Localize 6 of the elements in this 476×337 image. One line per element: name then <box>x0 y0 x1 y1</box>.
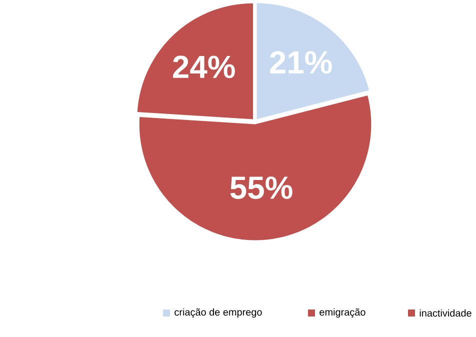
data-label: 24% <box>173 56 235 78</box>
legend-label: inactividade <box>420 309 472 317</box>
data-label: 21% <box>270 51 332 74</box>
data-label: 55% <box>230 176 292 199</box>
legend-label: emigração <box>320 308 366 318</box>
legend-label: criação de emprego <box>174 308 262 318</box>
